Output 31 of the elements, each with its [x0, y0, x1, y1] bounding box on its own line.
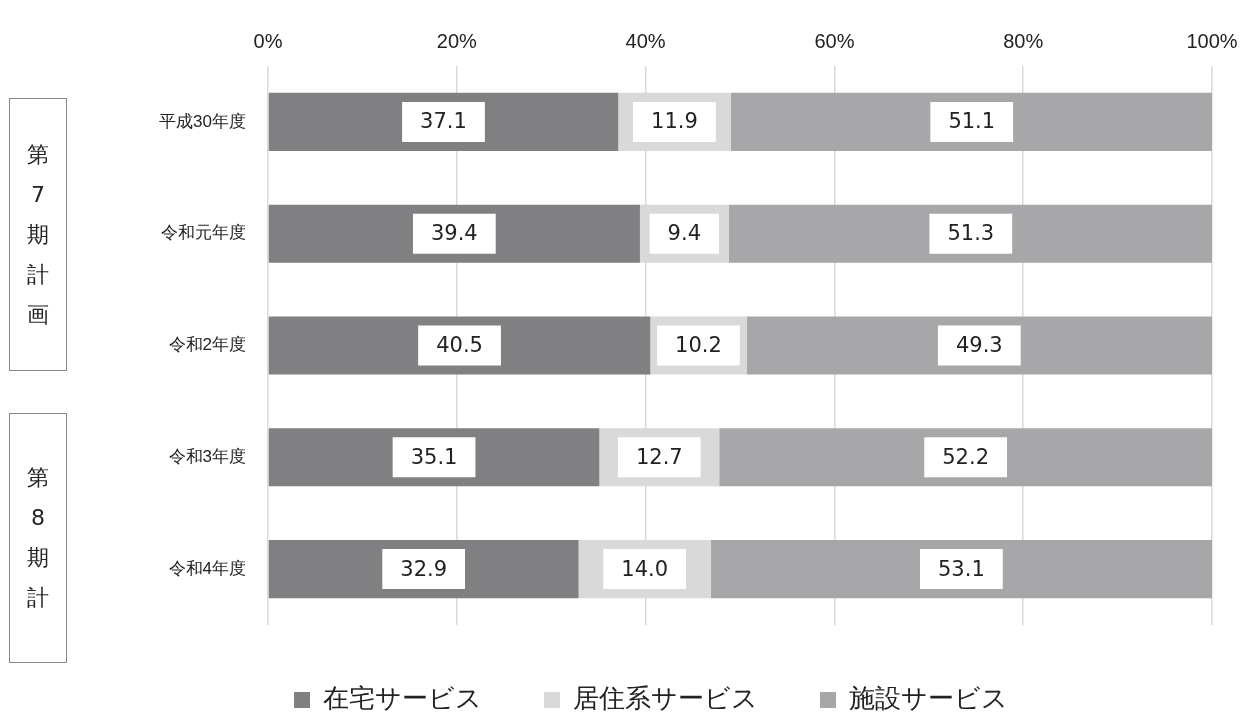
legend-label: 居住系サービス — [573, 683, 758, 714]
data-label: 39.4 — [430, 221, 478, 246]
data-label: 51.3 — [947, 221, 995, 246]
x-tick-label: 20% — [436, 29, 478, 52]
data-label: 35.1 — [410, 444, 458, 469]
data-label: 37.1 — [420, 109, 467, 134]
data-label: 52.2 — [942, 444, 989, 469]
data-label: 11.9 — [651, 109, 698, 134]
x-tick-label: 40% — [625, 29, 666, 52]
y-tick-label: 平成30年度 — [159, 111, 246, 131]
data-label: 32.9 — [400, 556, 448, 581]
data-label: 53.1 — [937, 556, 985, 581]
x-tick-label: 60% — [814, 29, 855, 52]
x-tick-label: 0% — [253, 29, 283, 52]
y-tick-label: 令和3年度 — [168, 446, 246, 466]
data-label: 14.0 — [621, 556, 669, 581]
y-tick-label: 令和元年度 — [161, 223, 246, 243]
text: 第8期計 — [27, 464, 49, 612]
legend-label: 施設サービス — [849, 683, 1008, 714]
data-label: 51.1 — [948, 109, 996, 134]
x-tick-label: 100% — [1186, 29, 1238, 52]
y-tick-label: 令和2年度 — [168, 335, 246, 355]
data-label: 10.2 — [675, 332, 722, 357]
data-label: 40.5 — [436, 332, 483, 357]
legend-label: 在宅サービス — [323, 683, 482, 714]
text: 第7期計画 — [27, 140, 49, 329]
data-label: 9.4 — [667, 221, 702, 246]
x-tick-label: 80% — [1003, 29, 1044, 52]
data-label: 49.3 — [955, 332, 1003, 357]
data-label: 12.7 — [635, 444, 683, 469]
y-tick-label: 令和4年度 — [168, 558, 246, 578]
